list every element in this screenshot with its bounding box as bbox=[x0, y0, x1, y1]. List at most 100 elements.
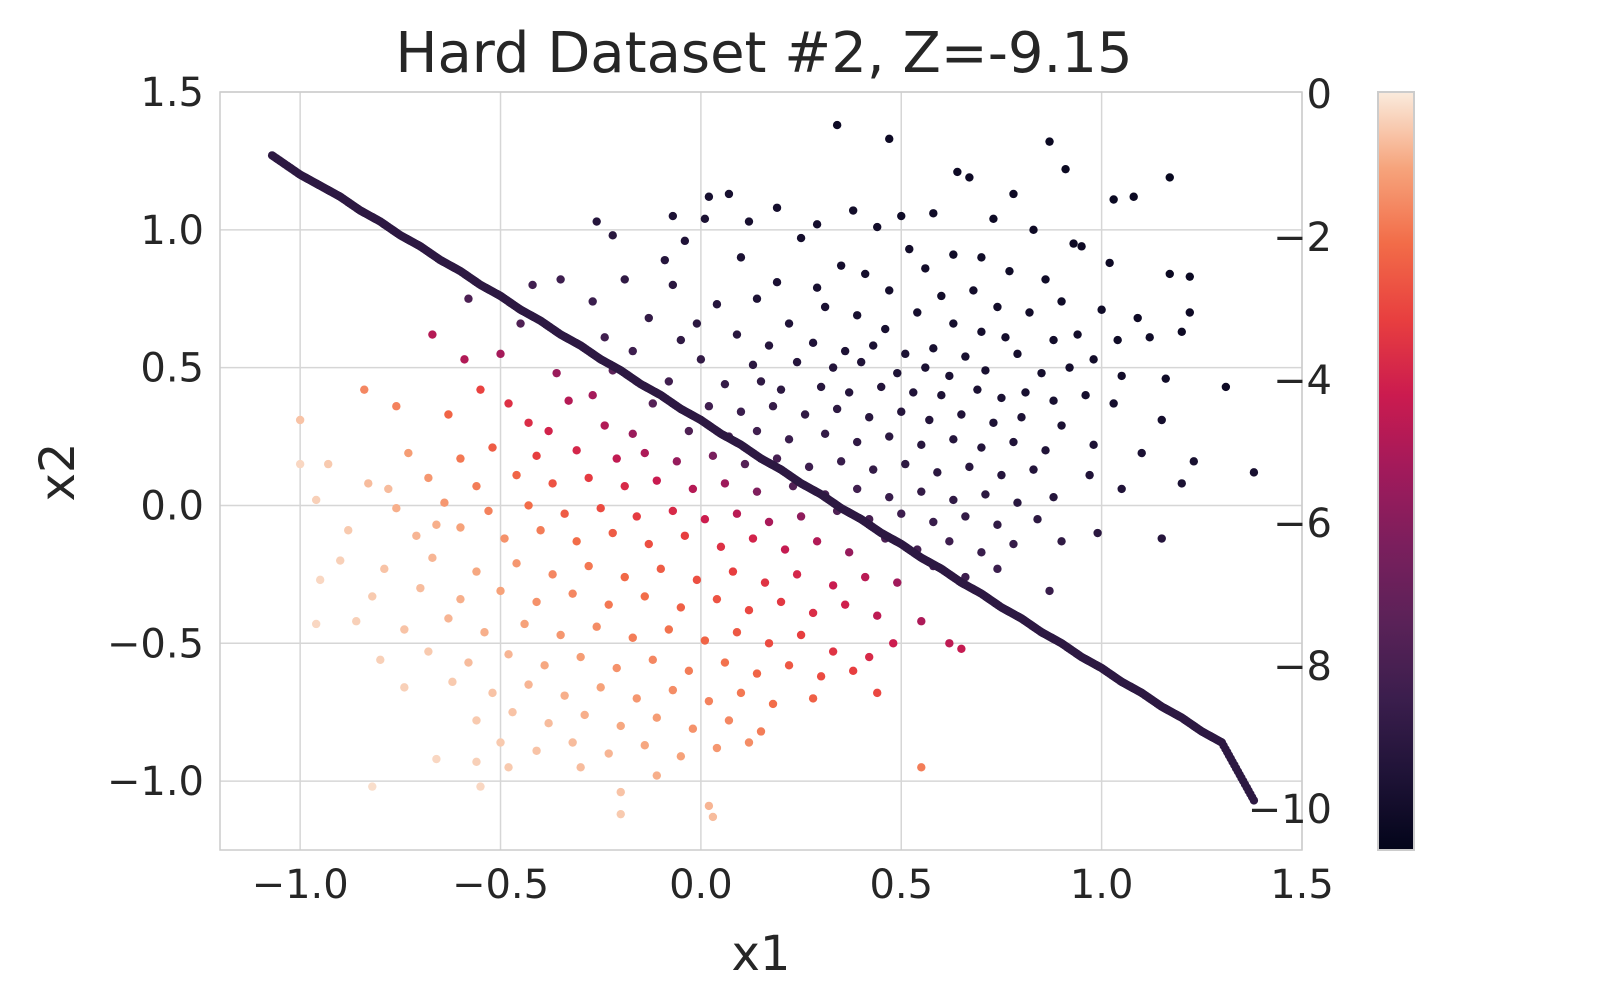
scatter-point bbox=[897, 407, 906, 416]
scatter-point bbox=[472, 716, 481, 725]
scatter-point bbox=[680, 236, 690, 246]
scatter-point bbox=[568, 738, 577, 747]
scatter-point bbox=[957, 644, 966, 653]
scatter-point bbox=[860, 269, 870, 279]
scatter-point bbox=[1185, 308, 1194, 317]
scatter-point bbox=[816, 672, 826, 681]
scatter-point bbox=[608, 528, 617, 538]
scatter-point bbox=[832, 404, 842, 414]
scatter-point bbox=[800, 410, 810, 419]
scatter-point bbox=[840, 600, 850, 609]
scatter-point bbox=[364, 479, 373, 488]
scatter-point bbox=[512, 470, 521, 480]
scatter-point bbox=[1049, 335, 1058, 345]
scatter-point bbox=[640, 448, 649, 458]
scatter-point bbox=[848, 206, 858, 215]
scatter-point bbox=[1113, 335, 1122, 345]
colorbar-tick-label: −2 bbox=[1273, 215, 1332, 261]
scatter-point bbox=[460, 355, 469, 364]
scatter-point bbox=[997, 470, 1006, 480]
scatter-point bbox=[893, 368, 902, 378]
scatter-point bbox=[1033, 515, 1042, 524]
scatter-point bbox=[544, 426, 553, 436]
scatter-point bbox=[532, 597, 541, 607]
scatter-point bbox=[368, 782, 377, 791]
scatter-point bbox=[311, 619, 321, 629]
scatter-point bbox=[816, 382, 826, 392]
scatter-point bbox=[600, 333, 609, 342]
scatter-point bbox=[640, 741, 649, 750]
scatter-point bbox=[632, 512, 641, 521]
scatter-point bbox=[616, 809, 625, 819]
scatter-point bbox=[732, 509, 742, 518]
scatter-point bbox=[732, 330, 742, 339]
scatter-point bbox=[315, 575, 325, 585]
scatter-point bbox=[1061, 164, 1070, 174]
y-tick-label: 0.5 bbox=[140, 346, 204, 392]
x-tick-label: 0.5 bbox=[869, 862, 933, 908]
scatter-point bbox=[704, 402, 714, 411]
scatter-point bbox=[684, 666, 694, 676]
scatter-point bbox=[580, 710, 589, 720]
scatter-point bbox=[832, 120, 842, 130]
scatter-point bbox=[736, 407, 746, 416]
scatter-point bbox=[484, 506, 493, 516]
scatter-point bbox=[772, 454, 782, 463]
scatter-point bbox=[776, 385, 786, 394]
scatter-point bbox=[1129, 192, 1138, 201]
scatter-point bbox=[1041, 275, 1050, 284]
colorbar bbox=[1377, 91, 1415, 851]
scatter-point bbox=[688, 484, 698, 494]
scatter-point bbox=[476, 385, 485, 394]
scatter-point bbox=[828, 581, 838, 590]
x-tick-label: −1.0 bbox=[252, 862, 349, 908]
plot-frame bbox=[219, 91, 1303, 851]
scatter-point bbox=[917, 487, 926, 496]
scatter-point bbox=[664, 625, 674, 634]
scatter-point bbox=[901, 349, 910, 359]
scatter-point bbox=[852, 484, 862, 494]
scatter-point bbox=[804, 462, 814, 472]
scatter-point bbox=[768, 402, 778, 411]
scatter-point bbox=[997, 393, 1006, 403]
scatter-point bbox=[808, 608, 818, 618]
scatter-point bbox=[836, 261, 846, 270]
scatter-point bbox=[1117, 371, 1126, 381]
scatter-point bbox=[648, 655, 657, 665]
scatter-point bbox=[488, 443, 497, 452]
scatter-point bbox=[380, 564, 389, 574]
scatter-point bbox=[812, 220, 822, 229]
scatter-point bbox=[949, 495, 958, 505]
scatter-point bbox=[1013, 349, 1022, 359]
scatter-point bbox=[812, 283, 822, 292]
scatter-point bbox=[969, 286, 978, 295]
scatter-point bbox=[744, 738, 754, 747]
scatter-point bbox=[668, 211, 678, 221]
scatter-point bbox=[1133, 313, 1142, 323]
scatter-point bbox=[929, 344, 938, 353]
scatter-point bbox=[592, 622, 601, 631]
scatter-point bbox=[885, 134, 894, 144]
scatter-point bbox=[852, 311, 862, 320]
scatter-point bbox=[324, 459, 333, 469]
scatter-point bbox=[628, 346, 637, 356]
scatter-point bbox=[796, 233, 806, 243]
scatter-point bbox=[700, 515, 710, 524]
scatter-point bbox=[1185, 272, 1194, 281]
scatter-point bbox=[792, 357, 802, 367]
scatter-point bbox=[652, 713, 662, 722]
scatter-point bbox=[953, 167, 962, 177]
scatter-point bbox=[432, 520, 441, 529]
scatter-point bbox=[424, 473, 433, 483]
scatter-point bbox=[560, 509, 569, 518]
scatter-point bbox=[616, 721, 625, 731]
scatter-point bbox=[728, 567, 738, 576]
scatter-point bbox=[925, 415, 934, 425]
scatter-point bbox=[472, 567, 481, 576]
scatter-point bbox=[544, 719, 553, 728]
scatter-point bbox=[1013, 498, 1022, 507]
scatter-point bbox=[592, 217, 601, 226]
scatter-points bbox=[267, 120, 1259, 822]
scatter-point bbox=[1021, 388, 1030, 397]
scatter-point bbox=[1029, 465, 1038, 474]
